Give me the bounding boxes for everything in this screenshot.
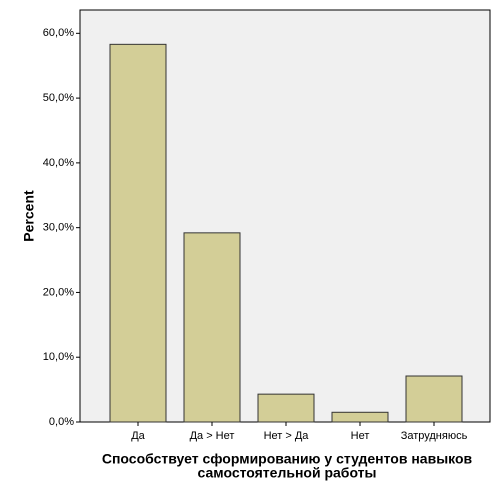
y-tick-label: 0,0% bbox=[49, 416, 74, 428]
x-tick-label: Нет bbox=[351, 430, 370, 442]
bar bbox=[109, 43, 167, 423]
y-tick-label: 60,0% bbox=[43, 27, 74, 39]
bar bbox=[257, 393, 315, 423]
x-axis-label: Способствует сформированию у студентов н… bbox=[102, 451, 473, 467]
y-tick-label: 20,0% bbox=[43, 286, 74, 298]
x-tick-label: Да > Нет bbox=[190, 430, 235, 442]
y-tick-label: 10,0% bbox=[43, 351, 74, 363]
bar bbox=[405, 375, 463, 423]
bar bbox=[331, 411, 389, 423]
x-tick-label: Да bbox=[131, 430, 145, 442]
x-tick-label: Нет > Да bbox=[264, 430, 310, 442]
y-tick-label: 40,0% bbox=[43, 157, 74, 169]
y-tick-label: 50,0% bbox=[43, 92, 74, 104]
bar bbox=[183, 232, 241, 423]
y-axis-label: Percent bbox=[21, 190, 37, 242]
x-axis-label: самостоятельной работы bbox=[198, 465, 377, 481]
x-tick-label: Затрудняюсь bbox=[401, 430, 468, 442]
y-tick-label: 30,0% bbox=[43, 222, 74, 234]
